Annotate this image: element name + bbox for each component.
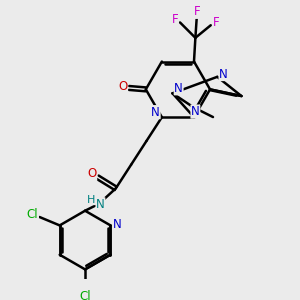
Text: Cl: Cl bbox=[80, 290, 92, 300]
Text: Cl: Cl bbox=[27, 208, 38, 221]
Text: N: N bbox=[96, 198, 105, 211]
Text: H: H bbox=[87, 195, 95, 205]
Text: N: N bbox=[219, 68, 228, 80]
Text: F: F bbox=[213, 16, 220, 29]
Text: F: F bbox=[194, 5, 201, 18]
Text: O: O bbox=[87, 167, 97, 180]
Text: N: N bbox=[191, 105, 200, 118]
Text: N: N bbox=[113, 218, 122, 231]
Text: O: O bbox=[118, 80, 128, 93]
Text: N: N bbox=[174, 82, 183, 95]
Text: F: F bbox=[172, 13, 178, 26]
Text: N: N bbox=[152, 106, 160, 119]
